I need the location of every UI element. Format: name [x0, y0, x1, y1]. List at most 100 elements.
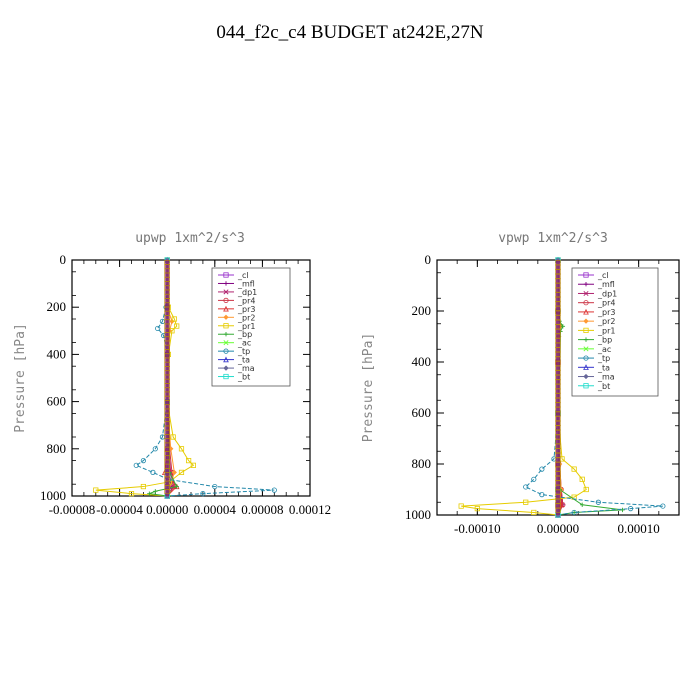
stack-marker — [555, 388, 561, 394]
data-point — [140, 457, 146, 464]
panel-title: upwp 1xm^2/s^3 — [135, 231, 245, 246]
legend-label: _bp — [597, 336, 612, 345]
stack-marker — [555, 416, 561, 421]
legend-box — [211, 267, 291, 387]
stack-marker — [555, 448, 561, 454]
data-point — [186, 457, 192, 464]
x-tick-label: 0.00004 — [194, 502, 237, 517]
x-tick-label: 0.00012 — [289, 502, 331, 517]
stack-marker — [555, 329, 561, 334]
legend-marker — [223, 281, 229, 286]
legend-label: _pr2 — [597, 317, 615, 326]
legend-entry: _pr3 — [578, 308, 615, 317]
legend-marker — [583, 355, 589, 361]
data-point — [579, 476, 585, 482]
stack-marker — [555, 301, 561, 307]
stack-marker — [555, 425, 561, 431]
page-title: 044_f2c_c4 BUDGET at242E,27N — [216, 22, 484, 43]
legend-marker — [583, 327, 589, 333]
legend-entry: _ac — [578, 345, 611, 354]
legend-marker — [583, 272, 589, 278]
stack-marker — [555, 397, 561, 403]
legend-entry: _bt — [578, 382, 610, 391]
y-tick-label: 400 — [47, 346, 67, 361]
x-tick-label: -0.00004 — [96, 502, 143, 517]
data-point — [531, 476, 537, 482]
stack-marker — [555, 402, 561, 408]
legend-label: _cl — [597, 271, 609, 280]
data-point — [152, 446, 158, 452]
legend-marker — [223, 289, 229, 295]
legend-entry: _dp1 — [218, 288, 257, 297]
legend-label: _pr4 — [237, 296, 255, 305]
legend-marker — [223, 314, 229, 320]
stack-marker — [555, 503, 561, 509]
y-tick-label: 800 — [412, 456, 432, 471]
legend-marker — [223, 323, 229, 329]
data-point — [147, 491, 152, 496]
stack-marker — [555, 508, 561, 513]
legend-marker — [583, 337, 589, 342]
legend-label: _pr3 — [237, 305, 255, 314]
data-point — [170, 434, 176, 440]
stack-marker — [555, 319, 561, 325]
stack-marker — [555, 393, 561, 398]
stack-marker — [555, 264, 561, 270]
legend-label: _ac — [597, 345, 611, 354]
data-point — [153, 489, 158, 494]
stack-marker — [555, 347, 561, 353]
series-line — [135, 259, 275, 497]
legend-entry: _cl — [218, 271, 249, 280]
chart-panel-2: vpwp 1xm^2/s^3 Pressure [hPa] 0 200 400 600 80… — [361, 231, 680, 536]
stack-marker — [555, 260, 561, 265]
x-tick-label: -0.00010 — [454, 521, 501, 536]
legend-marker — [583, 300, 589, 306]
stack-marker — [555, 384, 561, 389]
legend-marker — [583, 383, 589, 389]
data-point — [560, 324, 566, 329]
legend-marker — [223, 373, 229, 380]
y-tick-label: 0 — [60, 252, 67, 267]
stack-marker — [555, 370, 561, 376]
stack-marker — [555, 453, 561, 458]
stack-marker — [555, 374, 561, 380]
data-point — [155, 325, 161, 332]
stack-marker — [555, 420, 561, 426]
y-tick-label: 600 — [47, 394, 67, 409]
legend-label: _tp — [237, 347, 250, 356]
legend-marker — [583, 346, 589, 352]
legend-entry: _ta — [218, 356, 250, 365]
data-point — [178, 446, 185, 452]
stack-marker — [555, 475, 561, 481]
data-point — [458, 503, 464, 509]
legend-entry: _pr3 — [218, 305, 255, 314]
stack-marker — [555, 315, 561, 320]
x-tick-label: 0.00000 — [146, 502, 188, 517]
legend-entry: _ma — [578, 373, 615, 382]
legend-label: _bt — [237, 373, 250, 382]
data-point — [539, 491, 545, 498]
legend-entry: _tp — [218, 347, 250, 356]
data-point — [150, 469, 156, 475]
legend-entry: _pr4 — [578, 299, 615, 308]
legend-marker — [583, 290, 589, 296]
legend-label: _pr1 — [237, 322, 255, 331]
stack-marker — [555, 480, 561, 486]
legend-entry: _bp — [218, 330, 252, 339]
data-point — [583, 486, 589, 493]
legend-entry: _ta — [578, 363, 610, 372]
y-tick-label: 400 — [412, 354, 432, 369]
legend-marker — [583, 308, 589, 315]
stack-marker — [555, 462, 561, 467]
data-point — [128, 491, 135, 497]
data-point — [140, 483, 146, 490]
x-tick-label: -0.00008 — [49, 502, 96, 517]
data-point — [200, 491, 206, 497]
legend-label: _ma — [597, 373, 615, 382]
legend-marker — [583, 364, 589, 370]
x-tick-label: 0.00000 — [537, 521, 579, 536]
legend-entry: _pr4 — [218, 296, 255, 305]
data-point — [620, 507, 625, 513]
legend-label: _pr2 — [237, 313, 255, 322]
